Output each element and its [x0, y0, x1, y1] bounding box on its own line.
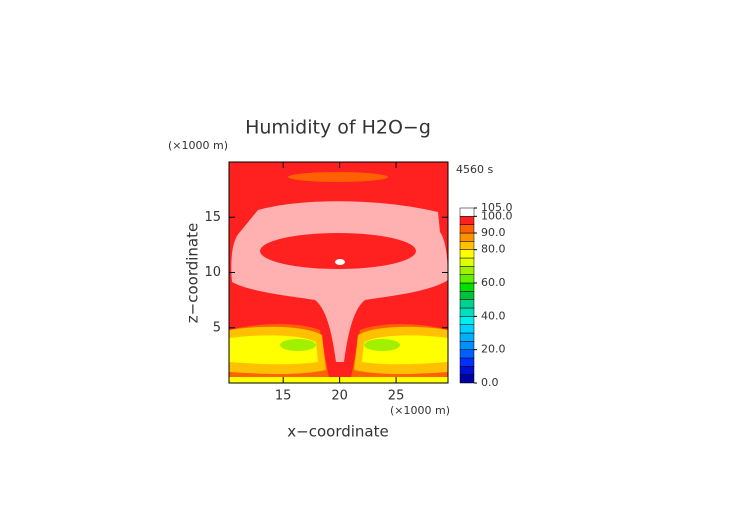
colorbar-band: [459, 316, 475, 325]
colorbar-band: [459, 299, 475, 309]
x-tick-label: 15: [275, 389, 292, 404]
colorbar-band: [459, 332, 475, 342]
colorbar-tick-label: 0.0: [481, 376, 499, 389]
colorbar-tick-label: 40.0: [481, 309, 506, 322]
colorbar-band: [459, 266, 475, 275]
colorbar-band: [459, 249, 475, 259]
time-label: 4560 s: [456, 163, 493, 176]
colorbar-band: [459, 291, 475, 300]
y-tick-label: 5: [213, 320, 221, 335]
x-tick-label: 25: [388, 389, 405, 404]
colorbar-band: [459, 257, 475, 267]
colorbar-band: [459, 241, 475, 250]
x-unit: (×1000 m): [390, 404, 450, 417]
y-tick-label: 10: [204, 265, 221, 280]
colorbar-band: [459, 224, 475, 234]
colorbar-band: [459, 282, 475, 292]
colorbar-band: [459, 232, 475, 242]
colorbar-band: [459, 216, 475, 225]
field-region: [335, 259, 345, 265]
chart-title: Humidity of H2O−g: [245, 117, 431, 139]
field-region: [288, 172, 388, 182]
y-axis-label: z−coordinate: [184, 223, 202, 323]
colorbar-tick-label: 100.0: [481, 209, 513, 222]
colorbar-tick-label: 60.0: [481, 276, 506, 289]
colorbar-band: [459, 207, 475, 217]
y-unit: (×1000 m): [168, 139, 228, 152]
colorbar-band: [459, 349, 475, 359]
colorbar-band: [459, 274, 475, 284]
x-axis-label: x−coordinate: [287, 423, 388, 441]
colorbar-band: [459, 374, 475, 384]
colorbar-band: [459, 341, 475, 350]
colorbar-tick-label: 80.0: [481, 243, 506, 256]
colorbar-band: [459, 324, 475, 334]
colorbar-tick-label: 105.0: [481, 201, 513, 214]
field-region: [229, 377, 448, 383]
colorbar-band: [459, 357, 475, 367]
colorbar-tick-label: 20.0: [481, 343, 506, 356]
colorbar-band: [459, 366, 475, 375]
y-tick-label: 15: [204, 210, 221, 225]
contour-field: [228, 161, 449, 384]
field-region: [364, 339, 400, 351]
field-region: [260, 233, 416, 269]
colorbar-band: [459, 307, 475, 317]
x-tick-label: 20: [331, 389, 348, 404]
colorbar-tick-label: 90.0: [481, 226, 506, 239]
field-region: [280, 339, 316, 351]
